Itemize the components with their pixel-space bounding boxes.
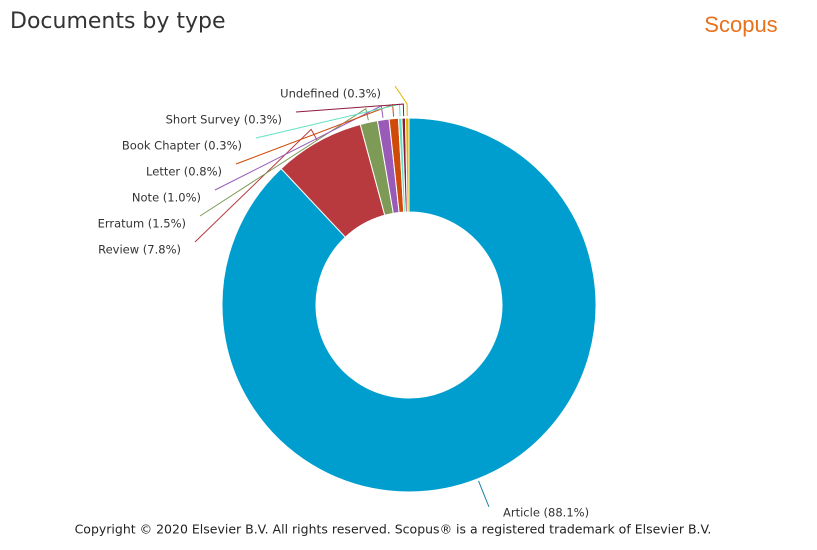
leader-line (295, 103, 405, 117)
slice-label: Review (7.8%) (98, 243, 181, 257)
slice-label: Undefined (0.3%) (280, 87, 381, 101)
slice-label: Book Chapter (0.3%) (122, 139, 242, 153)
donut-slice (221, 117, 597, 493)
leader-line (199, 107, 369, 217)
page-title: Documents by type (10, 9, 226, 34)
donut-slice (404, 117, 410, 213)
leader-line (394, 85, 408, 117)
slice-label: Short Survey (0.3%) (166, 113, 282, 127)
slice-label: Note (1.0%) (132, 191, 201, 205)
slice-label: Article (88.1%) (503, 506, 589, 520)
slice-label: Erratum (1.5%) (98, 217, 186, 231)
copyright: Copyright © 2020 Elsevier B.V. All right… (75, 522, 712, 537)
leader-line (194, 128, 318, 243)
slice-label: Letter (0.8%) (146, 165, 222, 179)
leader-line (478, 480, 490, 508)
brand: Scopus (704, 12, 777, 37)
